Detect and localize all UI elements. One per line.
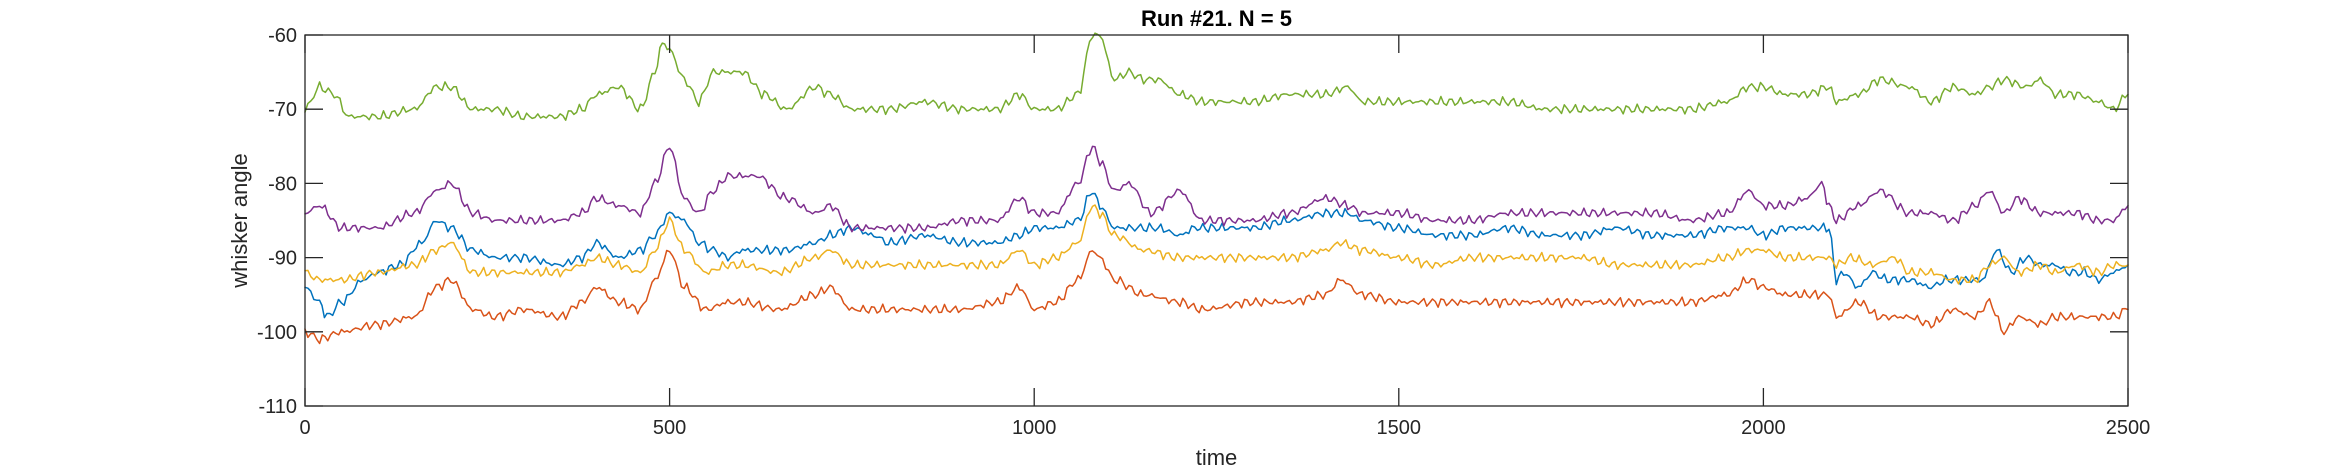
x-tick-label: 1000 bbox=[1012, 417, 1057, 439]
y-axis-label: whisker angle bbox=[227, 153, 252, 289]
series-line-4 bbox=[304, 145, 2129, 234]
x-tick-label: 0 bbox=[299, 417, 310, 439]
x-tick-label: 2000 bbox=[1741, 417, 1786, 439]
x-axis-label: time bbox=[1196, 445, 1238, 469]
y-tick-label: -80 bbox=[268, 173, 297, 195]
series-line-1 bbox=[304, 192, 2129, 319]
series-layer bbox=[304, 32, 2129, 345]
series-line-3 bbox=[304, 204, 2129, 285]
axes-box bbox=[304, 34, 2129, 407]
x-tick-label: 500 bbox=[653, 417, 686, 439]
x-tick-label: 1500 bbox=[1377, 417, 1422, 439]
series-line-5 bbox=[304, 32, 2129, 121]
y-tick-label: -90 bbox=[268, 248, 297, 270]
y-tick-label: -100 bbox=[257, 322, 297, 344]
chart-title: Run #21. N = 5 bbox=[1141, 6, 1292, 31]
y-tick-label: -110 bbox=[258, 396, 297, 418]
x-tick-label: 2500 bbox=[2106, 417, 2151, 439]
series-line-2 bbox=[304, 249, 2129, 345]
y-tick-label: -70 bbox=[268, 99, 297, 121]
y-tick-label: -60 bbox=[268, 25, 297, 47]
